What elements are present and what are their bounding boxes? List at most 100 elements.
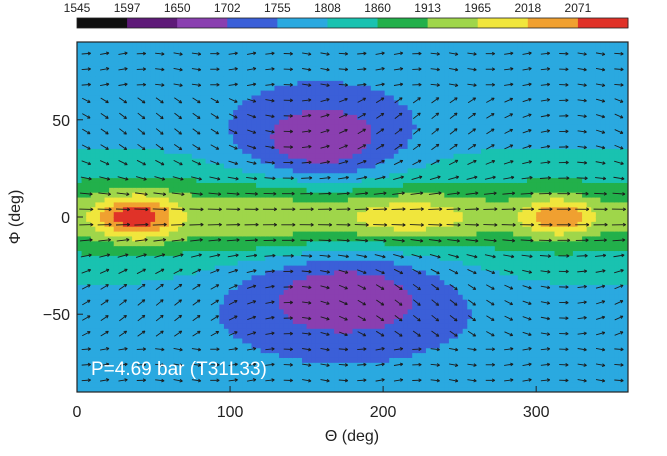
heatmap-cell [265,236,271,242]
heatmap-cell [228,90,234,97]
heatmap-cell [155,197,161,204]
heatmap-cell [223,182,230,189]
heatmap-cell [311,85,317,92]
heatmap-cell [77,163,83,169]
heatmap-cell [127,265,133,272]
heatmap-cell [168,285,175,291]
heatmap-cell [269,71,276,77]
heatmap-cell [269,319,276,325]
heatmap-cell [329,231,335,238]
heatmap-cell [251,236,257,242]
heatmap-cell [347,61,354,67]
heatmap-cell [187,353,193,359]
heatmap-cell [187,158,193,165]
heatmap-cell [237,231,243,238]
heatmap-cell [246,323,253,330]
heatmap-cell [306,280,312,286]
heatmap-cell [113,353,119,359]
heatmap-cell [283,265,289,272]
heatmap-cell [246,382,253,388]
heatmap-cell [297,90,303,97]
heatmap-cell [210,85,216,92]
heatmap-cell [297,309,303,315]
heatmap-cell [150,71,156,77]
heatmap-cell [301,163,308,169]
heatmap-cell [370,124,377,131]
heatmap-cell [159,265,165,272]
heatmap-cell [164,90,170,97]
heatmap-cell [288,100,294,106]
heatmap-cell [196,260,202,267]
heatmap-cell [159,192,165,199]
heatmap-cell [311,173,317,179]
heatmap-cell [127,42,133,48]
heatmap-cell [274,197,280,204]
heatmap-cell [132,56,138,63]
heatmap-cell [237,134,243,140]
heatmap-cell [370,61,377,67]
heatmap-cell [320,212,326,218]
heatmap-cell [168,148,175,155]
heatmap-cell [178,158,184,165]
heatmap-cell [237,255,243,262]
heatmap-cell [205,90,211,97]
heatmap-cell [334,61,340,67]
heatmap-cell [288,76,294,82]
heatmap-cell [223,80,230,87]
heatmap-cell [370,144,377,150]
heatmap-cell [306,105,312,111]
heatmap-cell [187,231,193,238]
heatmap-cell [311,144,317,150]
heatmap-cell [242,168,248,174]
heatmap-cell [122,144,129,150]
heatmap-cell [173,338,179,344]
heatmap-cell [251,212,257,218]
heatmap-cell [288,217,294,223]
heatmap-cell [228,362,234,369]
heatmap-cell [205,377,211,383]
heatmap-cell [99,56,106,63]
heatmap-cell [366,46,372,53]
heatmap-cell [338,251,344,257]
heatmap-cell [95,61,101,67]
heatmap-cell [380,71,386,77]
heatmap-cell [260,168,266,174]
heatmap-cell [311,372,317,379]
heatmap-cell [233,129,239,135]
heatmap-cell [122,348,129,354]
heatmap-cell [361,382,367,388]
heatmap-cell [155,163,161,169]
heatmap-cell [210,124,216,131]
heatmap-cell [380,251,386,257]
heatmap-cell [145,129,152,135]
heatmap-cell [191,61,197,67]
heatmap-cell [357,333,363,340]
heatmap-cell [150,328,156,335]
heatmap-cell [380,46,386,53]
heatmap-cell [297,251,303,257]
heatmap-cell [155,372,161,379]
heatmap-cell [223,275,230,281]
heatmap-cell [329,217,335,223]
heatmap-cell [200,299,207,306]
heatmap-cell [274,323,280,330]
heatmap-cell [228,110,234,116]
heatmap-cell [178,372,184,379]
heatmap-cell [150,323,156,330]
heatmap-cell [306,46,312,53]
heatmap-cell [141,275,147,281]
heatmap-cell [347,46,354,53]
heatmap-cell [210,255,216,262]
heatmap-cell [329,343,335,349]
heatmap-cell [118,95,124,101]
heatmap-cell [343,338,349,344]
heatmap-cell [136,95,142,101]
heatmap-cell [113,260,119,267]
heatmap-cell [279,275,285,281]
heatmap-cell [95,304,101,310]
heatmap-cell [260,207,266,213]
heatmap-cell [132,51,138,58]
heatmap-cell [324,61,331,67]
heatmap-cell [86,95,92,101]
heatmap-cell [260,328,266,335]
